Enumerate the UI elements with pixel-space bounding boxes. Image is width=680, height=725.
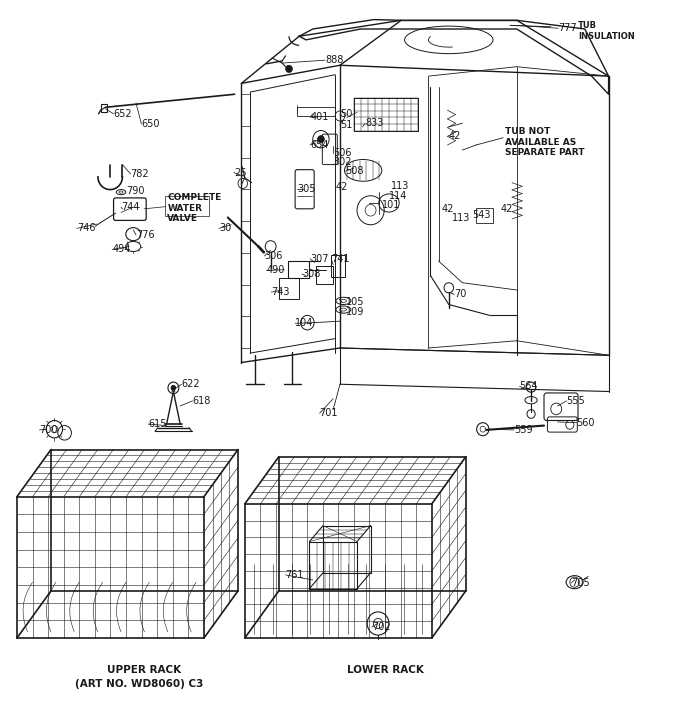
Text: (ART NO. WD8060) C3: (ART NO. WD8060) C3	[75, 679, 204, 689]
Text: 30: 30	[219, 223, 231, 233]
Text: 700: 700	[39, 425, 58, 435]
Text: 833: 833	[365, 118, 384, 128]
Text: 555: 555	[566, 396, 585, 406]
Text: 42: 42	[448, 131, 460, 141]
Text: 307: 307	[310, 254, 328, 264]
Text: 50: 50	[340, 109, 352, 119]
Text: 564: 564	[520, 381, 538, 392]
Text: 51: 51	[340, 120, 352, 130]
Text: 618: 618	[192, 396, 211, 406]
Text: 306: 306	[265, 251, 283, 261]
Circle shape	[286, 65, 292, 72]
Text: 543: 543	[473, 210, 491, 220]
Text: 42: 42	[441, 204, 454, 214]
Text: 490: 490	[267, 265, 285, 276]
Text: 42: 42	[336, 182, 348, 192]
Text: LOWER RACK: LOWER RACK	[347, 665, 424, 675]
Text: TUB
INSULATION: TUB INSULATION	[578, 22, 634, 41]
Text: 615: 615	[148, 419, 167, 429]
Text: 109: 109	[346, 307, 364, 318]
Text: 114: 114	[389, 191, 407, 201]
Bar	[331, 255, 345, 277]
Bar	[316, 266, 333, 284]
Text: 508: 508	[345, 166, 364, 176]
Text: 790: 790	[126, 186, 144, 196]
Text: TUB NOT
AVAILABLE AS
SEPARATE PART: TUB NOT AVAILABLE AS SEPARATE PART	[505, 127, 584, 157]
Text: 113: 113	[452, 212, 471, 223]
Bar	[297, 107, 335, 116]
Text: 761: 761	[286, 570, 304, 580]
Text: 305: 305	[297, 183, 316, 194]
Text: 308: 308	[302, 269, 320, 279]
Bar	[279, 278, 299, 299]
Text: 744: 744	[121, 202, 139, 212]
Text: 104: 104	[295, 318, 313, 328]
Text: 654: 654	[310, 140, 328, 150]
Text: 494: 494	[112, 244, 131, 254]
Text: 560: 560	[577, 418, 595, 428]
Circle shape	[171, 386, 175, 390]
Text: 105: 105	[346, 297, 364, 307]
Circle shape	[318, 136, 324, 143]
Text: 776: 776	[136, 230, 154, 240]
Text: UPPER RACK: UPPER RACK	[107, 665, 181, 675]
Text: 101: 101	[382, 200, 401, 210]
Text: 506: 506	[333, 148, 352, 158]
Text: 42: 42	[500, 204, 513, 214]
Text: 701: 701	[320, 408, 338, 418]
Text: 622: 622	[182, 379, 200, 389]
Text: 26: 26	[234, 167, 246, 178]
Text: 652: 652	[114, 109, 132, 119]
Text: COMPLETE
WATER
VALVE: COMPLETE WATER VALVE	[167, 193, 222, 223]
Bar	[101, 104, 107, 112]
Text: 741: 741	[331, 254, 350, 264]
Text: 782: 782	[131, 169, 149, 179]
Text: 888: 888	[325, 55, 343, 65]
Text: 743: 743	[271, 287, 290, 297]
Text: 559: 559	[514, 425, 532, 435]
Text: 113: 113	[391, 181, 409, 191]
Text: 650: 650	[141, 119, 160, 129]
Text: 702: 702	[372, 622, 390, 632]
Text: 777: 777	[558, 23, 577, 33]
Text: 401: 401	[310, 112, 328, 123]
Text: 746: 746	[77, 223, 95, 233]
Text: 705: 705	[571, 578, 590, 588]
Text: 70: 70	[454, 289, 466, 299]
Bar	[476, 208, 493, 223]
Text: 302: 302	[333, 157, 352, 167]
